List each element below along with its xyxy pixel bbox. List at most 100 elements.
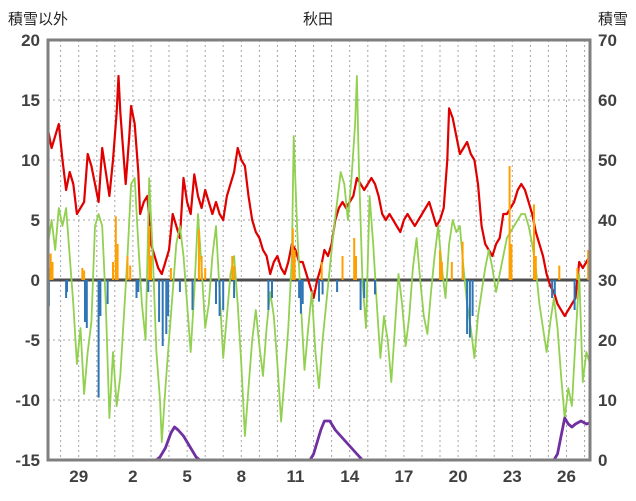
blue-bars xyxy=(551,280,554,298)
blue-bars xyxy=(215,280,217,304)
green-line xyxy=(47,75,591,443)
orange-bars xyxy=(233,265,236,280)
blue-bars xyxy=(165,280,168,334)
blue-bars xyxy=(167,280,170,316)
orange-bars xyxy=(508,166,511,280)
blue-bars xyxy=(468,280,471,338)
x-tick-label: 29 xyxy=(69,467,88,486)
blue-bars xyxy=(321,280,324,295)
orange-bars xyxy=(558,265,561,280)
orange-bars xyxy=(51,262,54,280)
blue-bars xyxy=(363,280,366,298)
blue-bars xyxy=(218,280,221,316)
blue-bars xyxy=(97,280,100,398)
blue-bars xyxy=(553,280,556,295)
orange-bars xyxy=(114,216,117,280)
orange-bars xyxy=(439,250,441,280)
blue-bars xyxy=(135,280,138,298)
blue-bars xyxy=(99,280,102,316)
blue-bars xyxy=(466,280,469,334)
left-tick-label: 5 xyxy=(31,211,40,230)
orange-bars xyxy=(200,256,203,280)
x-tick-label: 14 xyxy=(340,467,359,486)
orange-bars xyxy=(533,204,535,280)
orange-bars xyxy=(576,268,579,280)
orange-bars xyxy=(126,256,129,280)
blue-bars xyxy=(336,280,339,292)
blue-bars xyxy=(299,280,302,314)
right-tick-label: 40 xyxy=(598,211,617,230)
orange-bars xyxy=(116,244,119,280)
x-tick-label: 26 xyxy=(557,467,576,486)
orange-bars xyxy=(440,262,443,280)
blue-bars xyxy=(84,280,86,322)
blue-bars xyxy=(359,280,362,310)
left-axis-title: 積雪以外 xyxy=(8,11,69,28)
blue-bars xyxy=(158,280,161,322)
blue-bars xyxy=(233,280,236,298)
x-tick-label: 2 xyxy=(128,467,137,486)
blue-bars xyxy=(66,280,68,292)
left-tick-label: -5 xyxy=(25,331,40,350)
orange-bars xyxy=(291,228,294,280)
x-tick-label: 17 xyxy=(394,467,413,486)
x-tick-label: 20 xyxy=(449,467,468,486)
plot-frame xyxy=(46,38,592,462)
right-tick-label: 50 xyxy=(598,151,617,170)
right-tick-label: 10 xyxy=(598,391,617,410)
orange-bars xyxy=(169,268,172,280)
red-line xyxy=(46,74,592,318)
left-tick-label: 20 xyxy=(21,31,40,50)
chart-title: 秋田 xyxy=(302,11,333,28)
blue-bars xyxy=(374,280,376,295)
orange-bars xyxy=(49,253,52,280)
right-tick-label: 20 xyxy=(598,331,617,350)
orange-bars xyxy=(293,250,296,280)
right-axis-title: 積雪 xyxy=(597,11,628,28)
right-tick-label: 0 xyxy=(598,451,607,470)
blue-bars xyxy=(573,280,576,310)
orange-bars xyxy=(83,270,86,280)
blue-bars xyxy=(106,280,109,304)
blue-bars xyxy=(161,280,164,346)
x-tick-label: 11 xyxy=(287,467,305,486)
blue-bars xyxy=(191,280,194,310)
orange-bars xyxy=(461,241,464,280)
orange-bars xyxy=(81,268,84,280)
orange-bars xyxy=(129,265,132,280)
x-tick-label: 5 xyxy=(182,467,191,486)
orange-bars xyxy=(450,262,453,280)
blue-bars xyxy=(267,280,270,310)
orange-bars xyxy=(197,229,200,280)
orange-bars xyxy=(148,226,151,280)
blue-bars xyxy=(178,280,181,292)
blue-bars xyxy=(298,280,301,298)
orange-bars xyxy=(341,256,344,280)
blue-bars xyxy=(147,280,150,292)
blue-bars xyxy=(318,280,320,302)
orange-bars xyxy=(353,238,356,280)
blue-bars xyxy=(137,280,140,292)
orange-bars xyxy=(320,262,323,280)
left-tick-label: -10 xyxy=(15,391,40,410)
blue-bars xyxy=(222,280,225,310)
orange-bars xyxy=(150,256,152,280)
orange-bars xyxy=(231,256,234,280)
left-tick-label: -15 xyxy=(15,451,40,470)
right-tick-label: 70 xyxy=(598,31,617,50)
right-tick-label: 60 xyxy=(598,91,617,110)
x-tick-label: 23 xyxy=(503,467,522,486)
blue-bars xyxy=(471,280,474,316)
orange-bars xyxy=(355,256,357,280)
blue-bars xyxy=(301,280,304,304)
right-tick-label: 30 xyxy=(598,271,617,290)
left-tick-label: 10 xyxy=(21,151,40,170)
snow-depth-line xyxy=(46,416,592,462)
blue-bars xyxy=(85,280,88,328)
orange-bars xyxy=(587,250,590,280)
orange-bars xyxy=(510,244,513,280)
orange-bars xyxy=(534,256,537,280)
x-tick-label: 8 xyxy=(237,467,246,486)
